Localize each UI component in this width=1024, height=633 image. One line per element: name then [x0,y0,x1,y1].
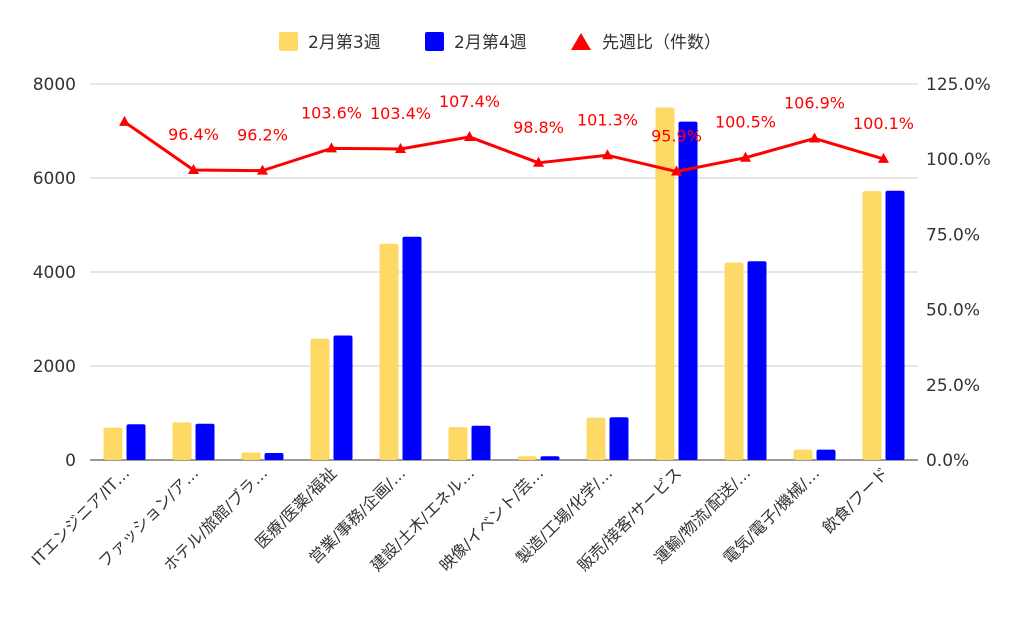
legend-item-series-1: 2月第4週 [425,32,527,53]
legend-item-series-0: 2月第3週 [279,32,381,53]
bar-series-1 [609,417,629,460]
left-axis-ticks: 0 2000 4000 6000 8000 [33,75,76,471]
bar-series [103,107,905,460]
legend-swatch-series-0 [279,32,298,51]
line-marker [257,164,268,175]
bar-series-0 [655,107,675,460]
data-label: 95.9% [651,127,702,146]
bar-series-0 [724,262,744,460]
data-label: 103.6% [301,103,362,122]
bar-series-0 [310,338,330,460]
data-label: 96.4% [168,125,219,144]
legend-swatch-series-1 [425,32,444,51]
left-tick-label: 0 [65,451,76,471]
legend-label-series-1: 2月第4週 [454,33,527,53]
right-tick-label: 75.0% [926,225,980,245]
bar-series-1 [540,456,560,460]
right-tick-label: 50.0% [926,301,980,321]
bar-series-0 [517,456,537,460]
gridlines [90,83,918,461]
line-marker [188,164,199,175]
bar-series-0 [448,427,468,460]
bar-series-0 [862,191,882,460]
data-label: 100.1% [853,114,914,133]
bar-series-1 [126,424,146,460]
line-marker [119,115,130,126]
bar-series-1 [816,449,836,460]
bar-series-1 [471,425,491,460]
data-label: 107.4% [439,92,500,111]
line-series [119,115,889,176]
left-tick-label: 2000 [33,357,76,377]
left-tick-label: 4000 [33,263,76,283]
legend-label-series-2: 先週比（件数） [602,33,721,53]
data-label: 96.2% [237,126,288,145]
bar-series-1 [678,121,698,460]
line-marker [602,149,613,160]
data-label: 101.3% [577,110,638,129]
right-tick-label: 0.0% [926,451,969,471]
bar-series-0 [103,427,123,460]
bar-series-1 [402,236,422,460]
left-tick-label: 8000 [33,75,76,95]
right-tick-label: 25.0% [926,376,980,396]
right-tick-label: 125.0% [926,75,991,95]
bar-series-1 [747,261,767,460]
legend: 2月第3週 2月第4週 先週比（件数） [279,32,721,53]
bar-series-1 [885,190,905,460]
right-tick-label: 100.0% [926,150,991,170]
line-marker [326,142,337,153]
bar-series-1 [264,452,284,460]
bar-series-1 [333,335,353,460]
line-marker [671,165,682,176]
bar-series-0 [172,422,192,460]
line-marker [809,132,820,143]
legend-item-series-2: 先週比（件数） [571,33,721,53]
line-marker [533,156,544,167]
data-label: 103.4% [370,104,431,123]
category-labels: ITエンジニア/IT…ファッション/ア…ホテル/旅館/ブラ…医療/医薬/福祉営業… [28,463,893,575]
data-label: 100.5% [715,113,776,132]
bar-series-1 [195,423,215,460]
bar-series-0 [586,417,606,460]
left-tick-label: 6000 [33,169,76,189]
data-labels: 96.4% 96.2% 103.6% 103.4% 107.4% 98.8% 101.3% 9… [168,92,914,146]
line-marker [878,152,889,163]
category-label: 飲食/フード [819,463,893,537]
line-series-path [123,120,884,174]
legend-label-series-0: 2月第3週 [308,33,381,53]
right-axis-ticks: 0.0% 25.0% 50.0% 75.0% 100.0% 125.0% [926,75,991,471]
line-marker [464,130,475,141]
line-marker [740,151,751,162]
data-label: 106.9% [784,93,845,112]
data-label: 98.8% [513,118,564,137]
line-marker [395,142,406,153]
legend-triangle-icon [571,33,591,50]
bar-series-0 [241,452,261,460]
bar-series-0 [793,449,813,460]
bar-series-0 [379,243,399,460]
